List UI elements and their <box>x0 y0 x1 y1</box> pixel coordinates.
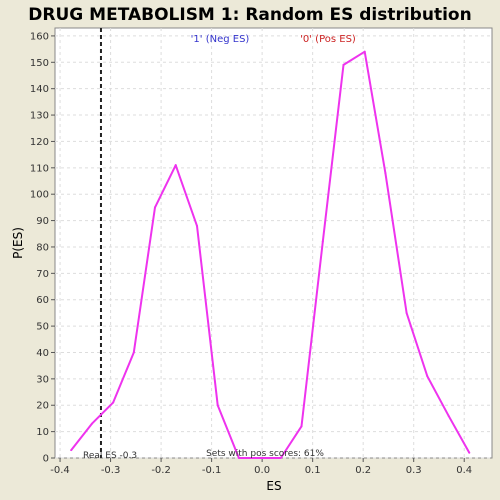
x-tick-label: 0.1 <box>305 465 321 476</box>
data-point <box>258 457 261 459</box>
data-point <box>216 404 219 407</box>
x-tick-label: -0.4 <box>50 465 70 476</box>
pos-es-legend-label: '0' (Pos ES) <box>300 34 356 45</box>
y-tick-label: 40 <box>36 348 49 359</box>
data-point <box>447 414 450 417</box>
data-point <box>154 206 157 209</box>
axes: -0.4 -0.3 -0.2 -0.1 0.0 0.1 0.2 0.3 0.4 0 10 20 30 40… <box>30 31 472 476</box>
data-point <box>321 240 324 243</box>
data-point <box>426 375 429 378</box>
y-tick-label: 160 <box>30 31 49 42</box>
real-es-label: Real ES -0.3 <box>83 451 137 461</box>
y-axis-label: P(ES) <box>11 227 25 259</box>
plot-area <box>54 27 493 459</box>
x-axis-label: ES <box>266 479 281 493</box>
x-tick-label: 0.0 <box>254 465 270 476</box>
data-point <box>405 311 408 314</box>
x-tick-label: -0.1 <box>202 465 222 476</box>
chart-title: DRUG METABOLISM 1: Random ES distributio… <box>28 5 471 25</box>
x-tick-label: 0.4 <box>456 465 472 476</box>
y-tick-label: 90 <box>36 216 49 227</box>
y-tick-label: 80 <box>36 242 49 253</box>
y-tick-label: 110 <box>30 163 49 174</box>
series-line <box>70 50 471 459</box>
data-point <box>70 449 73 452</box>
x-tick-label: 0.3 <box>406 465 422 476</box>
data-point <box>174 164 177 167</box>
data-point <box>363 50 366 53</box>
y-tick-label: 10 <box>36 427 49 438</box>
y-tick-label: 140 <box>30 84 49 95</box>
data-point <box>468 451 471 454</box>
data-point <box>132 351 135 354</box>
data-point <box>384 172 387 175</box>
series-group <box>70 50 471 459</box>
data-point <box>279 457 282 459</box>
y-tick-label: 50 <box>36 322 49 333</box>
pos-scores-label: Sets with pos scores: 61% <box>206 449 324 459</box>
y-tick-label: 150 <box>30 58 49 69</box>
y-tick-label: 0 <box>43 454 49 465</box>
y-tick-label: 60 <box>36 295 49 306</box>
data-point <box>300 425 303 428</box>
y-tick-label: 20 <box>36 401 49 412</box>
neg-es-legend-label: '1' (Neg ES) <box>191 34 250 45</box>
x-tick-label: 0.2 <box>355 465 371 476</box>
x-tick-label: -0.3 <box>101 465 121 476</box>
data-point <box>342 63 345 66</box>
y-tick-label: 100 <box>30 190 49 201</box>
data-point <box>195 224 198 227</box>
y-tick-label: 130 <box>30 111 49 122</box>
data-point <box>237 457 240 459</box>
y-tick-label: 120 <box>30 137 49 148</box>
y-tick-label: 30 <box>36 374 49 385</box>
y-tick-label: 70 <box>36 269 49 280</box>
x-tick-label: -0.2 <box>151 465 171 476</box>
grid <box>55 28 492 459</box>
data-point <box>90 422 93 425</box>
data-point <box>112 401 115 404</box>
